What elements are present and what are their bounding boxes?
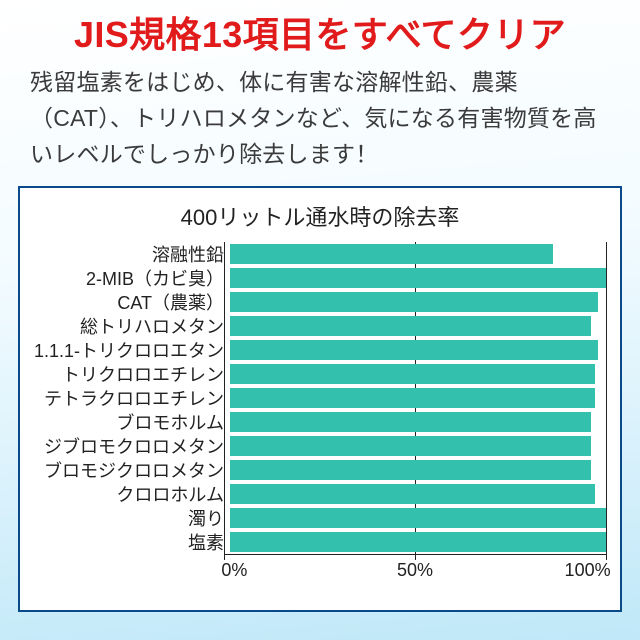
chart-row: トリクロロエチレン bbox=[34, 362, 606, 386]
chart-body: 溶融性鉛2-MIB（カビ臭）CAT（農薬）総トリハロメタン1.1.1-トリクロロ… bbox=[34, 242, 606, 584]
chart-plot-cell bbox=[230, 314, 606, 338]
chart-bar bbox=[230, 412, 591, 432]
chart-row-label: ブロモホルム bbox=[34, 409, 230, 435]
chart-row: テトラクロロエチレン bbox=[34, 386, 606, 410]
chart-row-label: ジブロモクロロメタン bbox=[34, 433, 230, 459]
chart-row: 2-MIB（カビ臭） bbox=[34, 266, 606, 290]
chart-row-label: 2-MIB（カビ臭） bbox=[34, 265, 230, 291]
page-root: JIS規格13項目をすべてクリア 残留塩素をはじめ、体に有害な溶解性鉛、農薬（C… bbox=[0, 0, 640, 640]
chart-plot-cell bbox=[230, 434, 606, 458]
chart-row-label: 塩素 bbox=[34, 529, 230, 555]
chart-bar bbox=[230, 340, 598, 360]
chart-bar bbox=[230, 316, 591, 336]
chart-row-label: トリクロロエチレン bbox=[34, 361, 230, 387]
chart-plot-cell bbox=[230, 290, 606, 314]
chart-bar bbox=[230, 268, 606, 288]
chart-bar bbox=[230, 244, 553, 264]
chart-row: ジブロモクロロメタン bbox=[34, 434, 606, 458]
chart-row: ブロモジクロロメタン bbox=[34, 458, 606, 482]
chart-bar bbox=[230, 364, 595, 384]
chart-x-tick-label: 50% bbox=[397, 560, 433, 581]
chart-row: クロロホルム bbox=[34, 482, 606, 506]
chart-plot-cell bbox=[230, 386, 606, 410]
headline: JIS規格13項目をすべてクリア bbox=[0, 0, 640, 55]
chart-row-label: 濁り bbox=[34, 505, 230, 531]
chart-row: ブロモホルム bbox=[34, 410, 606, 434]
chart-row-label: 総トリハロメタン bbox=[34, 313, 230, 339]
chart-row-label: ブロモジクロロメタン bbox=[34, 457, 230, 483]
chart-rows: 溶融性鉛2-MIB（カビ臭）CAT（農薬）総トリハロメタン1.1.1-トリクロロ… bbox=[34, 242, 606, 554]
chart-row-label: CAT（農薬） bbox=[34, 289, 230, 315]
chart-row: 総トリハロメタン bbox=[34, 314, 606, 338]
chart-bar bbox=[230, 436, 591, 456]
chart-gridline bbox=[606, 242, 607, 554]
chart-bar bbox=[230, 292, 598, 312]
chart-bar bbox=[230, 460, 591, 480]
chart-bar bbox=[230, 388, 595, 408]
chart-row: 溶融性鉛 bbox=[34, 242, 606, 266]
chart-row-label: テトラクロロエチレン bbox=[34, 385, 230, 411]
chart-x-tick-label: 0% bbox=[221, 560, 247, 581]
chart-row: CAT（農薬） bbox=[34, 290, 606, 314]
chart-title: 400リットル通水時の除去率 bbox=[34, 200, 606, 232]
chart-row: 塩素 bbox=[34, 530, 606, 554]
chart-row-label: 溶融性鉛 bbox=[34, 241, 230, 267]
chart-bar bbox=[230, 484, 595, 504]
chart-plot-cell bbox=[230, 362, 606, 386]
chart-plot-cell bbox=[230, 242, 606, 266]
chart-row-label: クロロホルム bbox=[34, 481, 230, 507]
chart-plot-cell bbox=[230, 482, 606, 506]
chart-bar bbox=[230, 532, 606, 552]
chart-plot-cell bbox=[230, 266, 606, 290]
chart-plot-cell bbox=[230, 506, 606, 530]
subheadline: 残留塩素をはじめ、体に有害な溶解性鉛、農薬（CAT）、トリハロメタンなど、気にな… bbox=[0, 55, 640, 180]
chart-plot-cell bbox=[230, 410, 606, 434]
chart-x-axis: 0%50%100% bbox=[224, 554, 606, 582]
chart-plot-cell bbox=[230, 458, 606, 482]
chart-bar bbox=[230, 508, 606, 528]
chart-frame: 400リットル通水時の除去率 溶融性鉛2-MIB（カビ臭）CAT（農薬）総トリハ… bbox=[18, 186, 622, 612]
chart-row: 1.1.1-トリクロロエタン bbox=[34, 338, 606, 362]
chart-plot-cell bbox=[230, 338, 606, 362]
chart-plot-cell bbox=[230, 530, 606, 554]
chart-x-tick-label: 100% bbox=[565, 560, 611, 581]
chart-row-label: 1.1.1-トリクロロエタン bbox=[34, 337, 230, 363]
chart-row: 濁り bbox=[34, 506, 606, 530]
